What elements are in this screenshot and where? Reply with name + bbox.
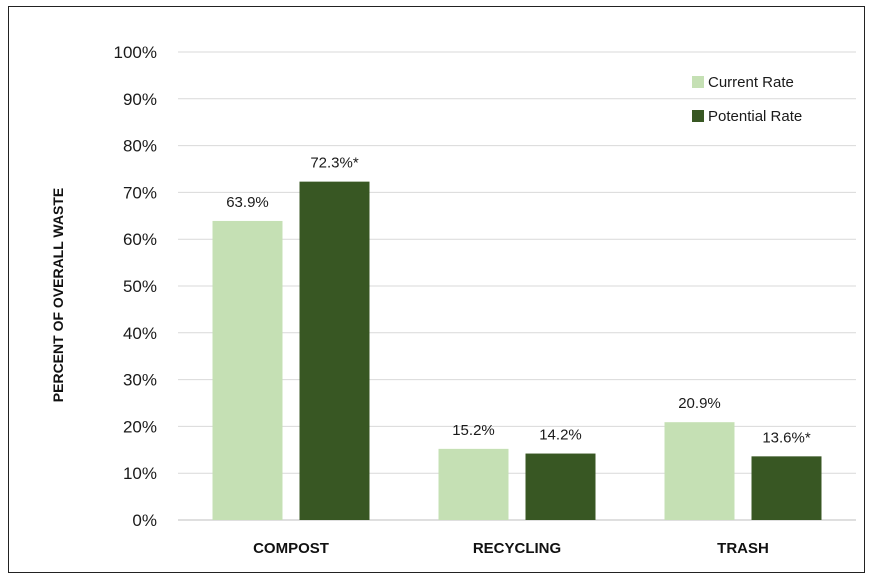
bar bbox=[751, 456, 822, 520]
bar bbox=[299, 181, 370, 521]
y-tick-label: 0% bbox=[132, 511, 157, 530]
data-label: 20.9% bbox=[678, 395, 721, 412]
y-tick-label: 10% bbox=[123, 464, 157, 483]
data-label: 14.2% bbox=[539, 427, 582, 444]
bar bbox=[525, 453, 596, 520]
y-axis-label: PERCENT OF OVERALL WASTE bbox=[50, 188, 66, 402]
y-axis-ticks: 0% 10% 20% 30% 40% 50% 60% 70% 80% 90% 100% bbox=[114, 43, 157, 530]
y-tick-label: 80% bbox=[123, 137, 157, 156]
y-tick-label: 90% bbox=[123, 90, 157, 109]
gridlines bbox=[178, 51, 856, 521]
bar bbox=[664, 422, 735, 520]
y-tick-label: 70% bbox=[123, 183, 157, 202]
legend-swatch bbox=[692, 76, 704, 88]
legend-entry: Current Rate bbox=[708, 74, 794, 91]
legend: Current Rate Potential Rate bbox=[692, 74, 802, 125]
data-label: 13.6%* bbox=[762, 429, 811, 446]
x-axis-categories: COMPOST RECYCLING TRASH bbox=[253, 540, 769, 557]
x-category-label: TRASH bbox=[717, 540, 769, 557]
y-tick-label: 30% bbox=[123, 371, 157, 390]
bars bbox=[212, 181, 822, 521]
y-tick-label: 50% bbox=[123, 277, 157, 296]
y-tick-label: 60% bbox=[123, 230, 157, 249]
bar bbox=[212, 220, 283, 520]
bar bbox=[438, 448, 509, 520]
y-tick-label: 20% bbox=[123, 417, 157, 436]
data-labels: 63.9% 72.3%* 15.2% 14.2% 20.9% 13.6%* bbox=[226, 155, 811, 447]
data-label: 63.9% bbox=[226, 194, 269, 211]
x-category-label: RECYCLING bbox=[473, 540, 561, 557]
data-label: 72.3%* bbox=[310, 155, 359, 172]
x-category-label: COMPOST bbox=[253, 540, 329, 557]
y-tick-label: 100% bbox=[114, 43, 157, 62]
legend-entry: Potential Rate bbox=[708, 108, 802, 125]
y-tick-label: 40% bbox=[123, 324, 157, 343]
data-label: 15.2% bbox=[452, 422, 495, 439]
legend-swatch bbox=[692, 110, 704, 122]
